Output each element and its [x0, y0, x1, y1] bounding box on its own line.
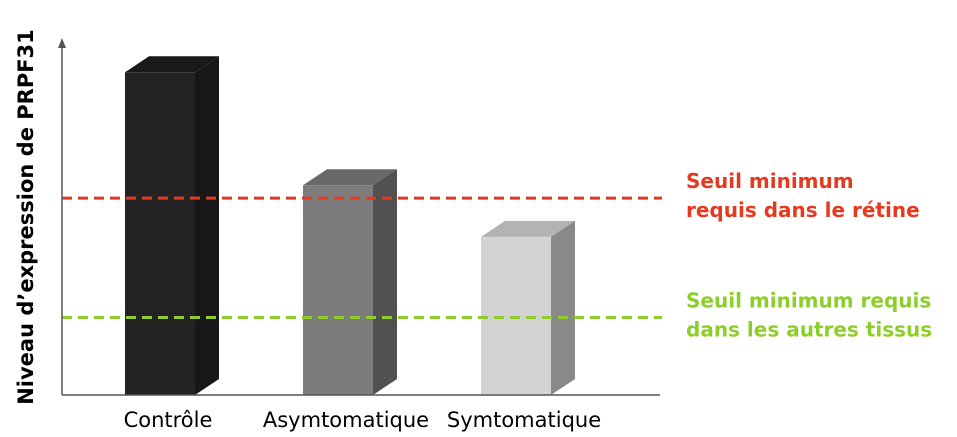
- bar-side: [195, 56, 219, 395]
- category-label: Asymtomatique: [263, 408, 429, 432]
- bar-top: [481, 220, 575, 237]
- y-axis-arrow-icon: [58, 38, 66, 48]
- y-axis-label: Niveau d’expression de PRPF31: [14, 29, 38, 405]
- bars-group: [125, 56, 575, 395]
- threshold-label-line: requis dans le rétine: [686, 198, 920, 222]
- bar-side: [373, 169, 397, 395]
- threshold-label: Seuil minimum requis dans le rétine: [686, 169, 920, 222]
- bar-front: [481, 236, 551, 395]
- bar-top: [303, 169, 397, 186]
- threshold-label: Seuil minimum requis dans les autres tiss…: [686, 289, 932, 342]
- threshold-labels: Seuil minimum requis dans le rétineSeuil …: [686, 169, 932, 341]
- threshold-label-line: Seuil minimum: [686, 169, 854, 193]
- bar: [481, 220, 575, 395]
- bar: [125, 56, 219, 395]
- bar: [303, 169, 397, 395]
- category-labels: Contrôle Asymtomatique Symtomatique: [124, 408, 602, 432]
- category-label: Symtomatique: [447, 408, 601, 432]
- bar-side: [551, 220, 575, 395]
- bar-front: [303, 185, 373, 395]
- bar-top: [125, 56, 219, 73]
- bar-front: [125, 72, 195, 395]
- threshold-label-line: Seuil minimum requis: [686, 289, 931, 313]
- category-label: Contrôle: [124, 408, 213, 432]
- threshold-label-line: dans les autres tissus: [686, 318, 932, 342]
- thresholds-group: [62, 196, 662, 320]
